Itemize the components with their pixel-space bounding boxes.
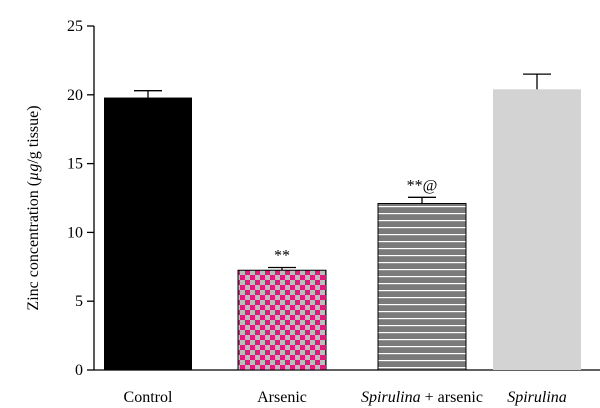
- y-axis-title-unit: µg: [25, 164, 42, 181]
- x-category-label-0: Control: [124, 389, 173, 406]
- x-category-label-italic: Spirulina: [507, 389, 567, 406]
- bars: ** **@: [104, 73, 581, 371]
- x-category-label-text: Arsenic: [257, 389, 307, 406]
- y-tick-label: 25: [67, 18, 83, 35]
- bar-3: [493, 89, 581, 371]
- x-category-label-text: + arsenic: [421, 389, 483, 406]
- significance-label-1: **: [274, 247, 290, 264]
- y-tick-label: 20: [67, 87, 83, 104]
- x-category-label-2: Spirulina + arsenic: [361, 389, 483, 406]
- x-axis: Control Arsenic Spirulina + arsenic Spiruli…: [94, 369, 600, 406]
- significance-label-2: **@: [407, 177, 438, 194]
- y-axis-title: Zinc concentration (µg/g tissue): [25, 105, 42, 310]
- bar-2: [377, 203, 467, 371]
- bar-0: [104, 97, 192, 370]
- bar-1: [237, 269, 327, 371]
- y-axis: 0 5 10 15 20 25 Zinc concentration (µg/g tiss…: [25, 18, 95, 379]
- y-axis-title-suffix: /g tissue): [25, 105, 42, 163]
- x-category-label-text: Control: [124, 389, 173, 406]
- x-category-label-1: Arsenic: [257, 389, 307, 406]
- y-axis-title-prefix: Zinc concentration (: [25, 181, 42, 311]
- x-category-label-3: Spirulina: [507, 389, 567, 406]
- y-tick-label: 0: [75, 362, 83, 379]
- y-tick-label: 15: [67, 156, 83, 173]
- y-tick-label: 5: [75, 293, 83, 310]
- y-tick-label: 10: [67, 224, 83, 241]
- x-category-label-italic: Spirulina: [361, 389, 421, 406]
